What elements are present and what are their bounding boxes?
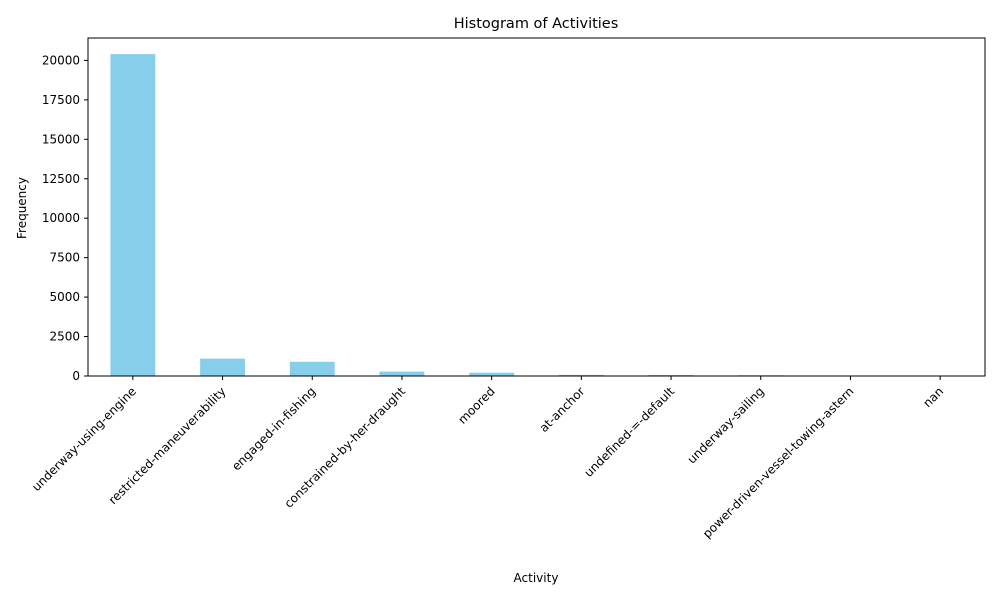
plot-frame <box>87 37 986 377</box>
bar-engaged-in-fishing <box>289 361 335 376</box>
y-tick-label: 5000 <box>49 290 80 304</box>
bar-underway-using-engine <box>110 54 156 376</box>
y-tick-label: 10000 <box>42 211 80 225</box>
bar-constrained-by-her-draught <box>379 371 425 376</box>
y-tick-label: 0 <box>72 369 80 383</box>
y-tick-label: 20000 <box>42 53 80 67</box>
bar-restricted-maneuverability <box>200 358 245 376</box>
y-tick-label: 17500 <box>42 93 80 107</box>
y-axis-title: Frequency <box>15 177 29 239</box>
bar-at-anchor <box>558 374 604 376</box>
y-tick-label: 12500 <box>42 172 80 186</box>
y-tick-label: 2500 <box>49 330 80 344</box>
bars-layer <box>110 54 963 376</box>
y-tick-label: 7500 <box>49 251 80 265</box>
bar-moored <box>469 372 515 376</box>
y-tick-label: 15000 <box>42 132 80 146</box>
chart-title: Histogram of Activities <box>454 16 619 32</box>
x-axis-title: Activity <box>514 571 559 585</box>
